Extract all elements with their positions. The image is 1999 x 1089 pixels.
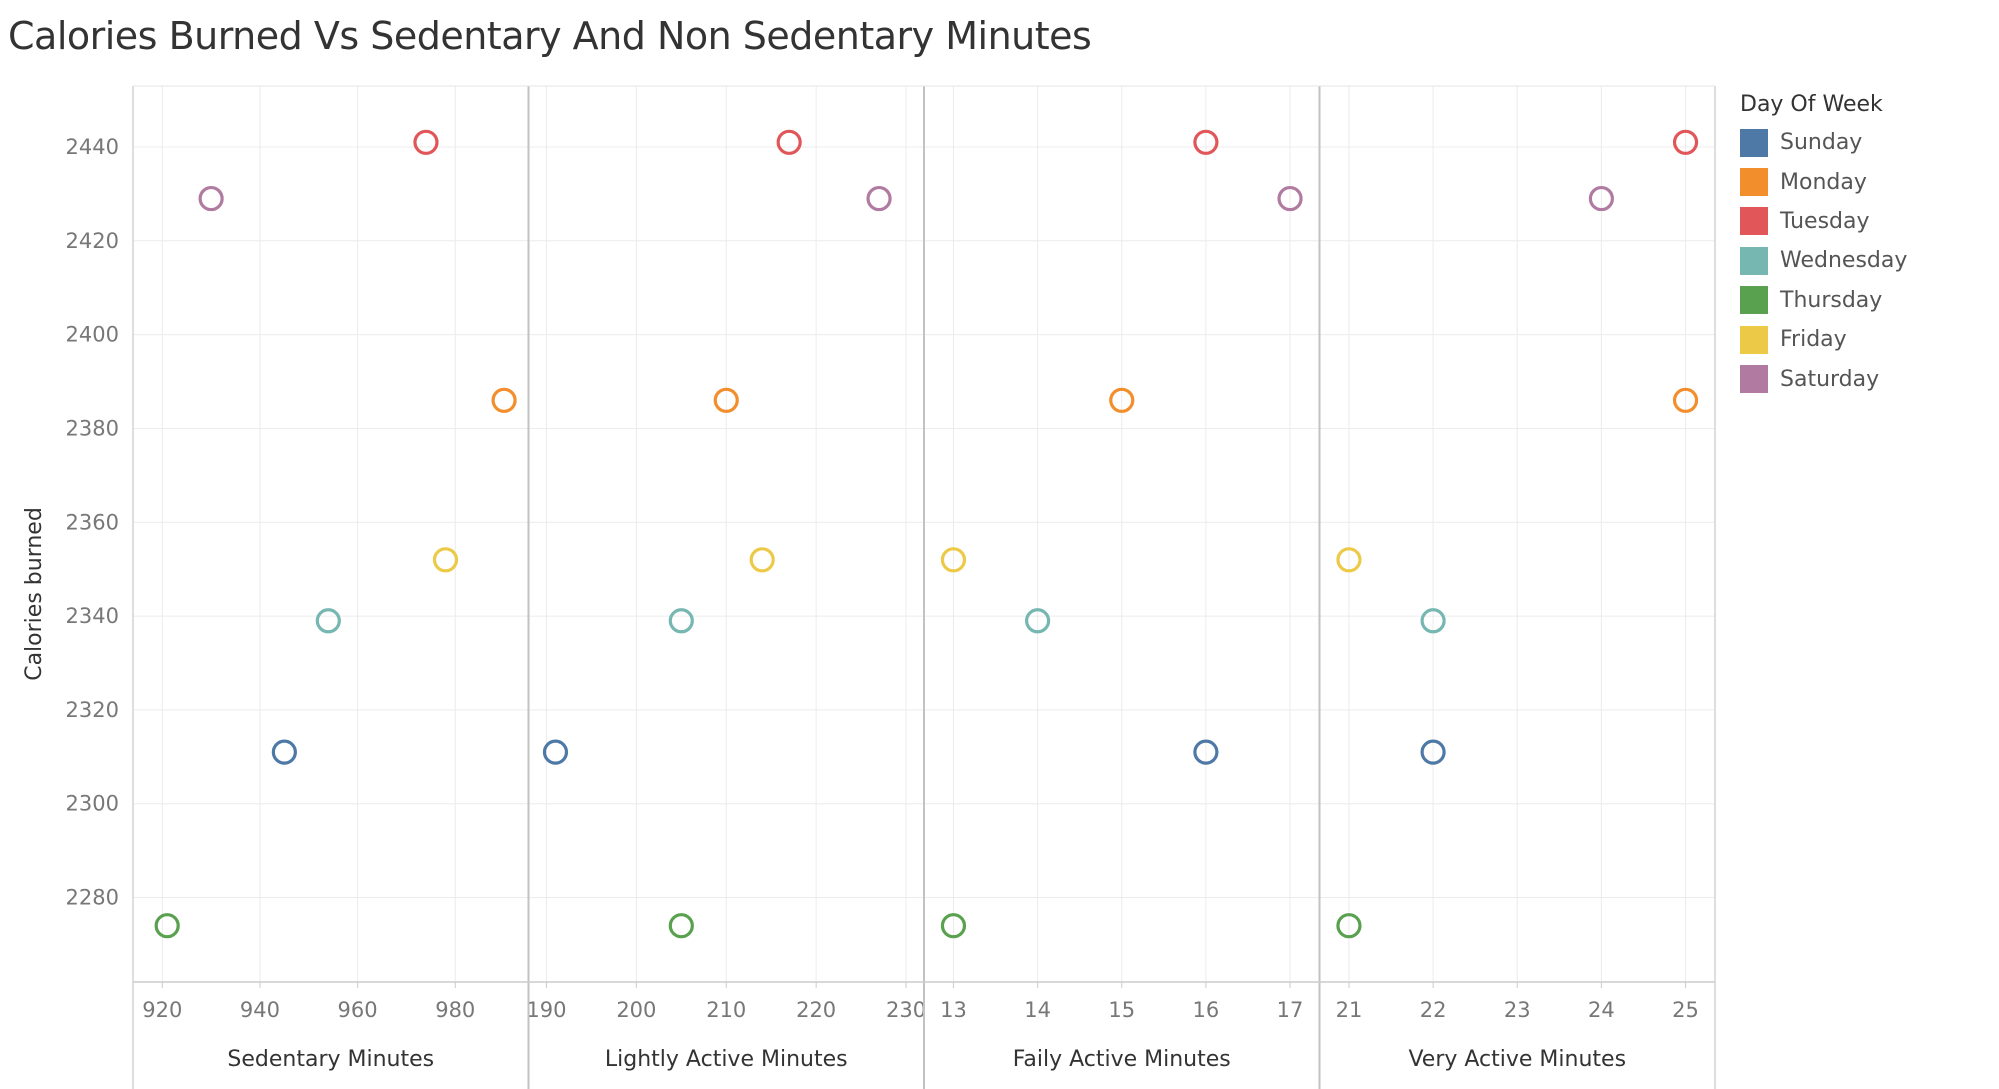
legend-swatch	[1740, 246, 1768, 275]
legend-swatch	[1740, 168, 1768, 197]
x-tick-label: 14	[1024, 998, 1051, 1022]
data-point-sunday[interactable]	[1193, 739, 1219, 765]
legend-swatch	[1740, 286, 1768, 315]
y-tick-label: 2380	[66, 416, 119, 440]
data-point-sunday[interactable]	[542, 739, 569, 765]
data-point-monday[interactable]	[713, 387, 739, 413]
data-point-tuesday[interactable]	[776, 129, 802, 155]
data-point-saturday[interactable]	[1277, 185, 1303, 212]
x-tick-label: 23	[1504, 998, 1531, 1022]
x-tick-label: 15	[1108, 998, 1135, 1022]
x-tick-label: 940	[240, 998, 280, 1022]
y-tick-label: 2400	[66, 323, 119, 347]
x-tick-label: 200	[616, 998, 656, 1022]
x-tick-label: 210	[706, 998, 746, 1022]
x-axis-title: Faily Active Minutes	[1013, 1047, 1231, 1072]
legend-label: Monday	[1780, 169, 1867, 195]
legend-label: Saturday	[1780, 366, 1880, 392]
x-axis-title: Very Active Minutes	[1408, 1047, 1626, 1072]
y-tick-label: 2360	[66, 510, 119, 534]
y-axis-title: Calories burned	[22, 507, 47, 681]
data-point-thursday[interactable]	[668, 913, 694, 939]
x-axis-title: Lightly Active Minutes	[605, 1047, 848, 1072]
y-tick-label: 2340	[66, 604, 119, 628]
legend-item-thursday[interactable]: Thursday	[1740, 281, 1907, 320]
data-point-sunday[interactable]	[271, 739, 297, 765]
data-point-tuesday[interactable]	[413, 129, 439, 155]
x-tick-label: 230	[886, 998, 926, 1022]
x-tick-label: 25	[1672, 998, 1699, 1022]
data-point-sunday[interactable]	[1420, 739, 1446, 765]
legend-label: Wednesday	[1780, 248, 1908, 274]
data-point-monday[interactable]	[1109, 387, 1135, 413]
data-point-friday[interactable]	[432, 547, 459, 573]
x-tick-label: 16	[1193, 998, 1220, 1022]
x-tick-label: 22	[1420, 998, 1447, 1022]
legend-swatch	[1740, 365, 1768, 394]
x-tick-label: 21	[1336, 998, 1363, 1022]
data-point-friday[interactable]	[1336, 547, 1362, 573]
data-point-monday[interactable]	[491, 387, 517, 413]
data-point-thursday[interactable]	[940, 913, 967, 939]
legend-label: Tuesday	[1780, 208, 1870, 234]
x-axis-title: Sedentary Minutes	[227, 1047, 434, 1072]
x-tick-label: 17	[1277, 998, 1304, 1022]
data-point-wednesday[interactable]	[668, 608, 694, 634]
legend-title: Day Of Week	[1740, 92, 1883, 117]
data-point-thursday[interactable]	[1336, 913, 1362, 939]
data-point-wednesday[interactable]	[1025, 608, 1051, 634]
y-tick-label: 2280	[66, 886, 119, 910]
legend-swatch	[1740, 325, 1768, 354]
data-point-wednesday[interactable]	[1420, 608, 1446, 634]
x-tick-label: 220	[796, 998, 836, 1022]
data-point-thursday[interactable]	[154, 913, 180, 939]
x-tick-label: 190	[526, 998, 566, 1022]
data-point-tuesday[interactable]	[1672, 129, 1699, 155]
data-point-saturday[interactable]	[866, 185, 892, 212]
y-tick-label: 2300	[66, 792, 119, 816]
data-point-tuesday[interactable]	[1193, 129, 1219, 155]
x-tick-label: 960	[338, 998, 378, 1022]
data-point-wednesday[interactable]	[315, 608, 341, 634]
data-point-friday[interactable]	[749, 547, 775, 573]
legend-item-tuesday[interactable]: Tuesday	[1740, 202, 1907, 241]
legend-item-wednesday[interactable]: Wednesday	[1740, 241, 1907, 280]
y-tick-label: 2440	[66, 135, 119, 159]
legend-swatch	[1740, 207, 1768, 236]
legend: Day Of Week Sunday Monday Tuesday Wednesday…	[1740, 92, 1907, 399]
x-tick-label: 920	[142, 998, 182, 1022]
x-tick-label: 980	[435, 998, 475, 1022]
legend-label: Thursday	[1780, 287, 1883, 313]
legend-item-sunday[interactable]: Sunday	[1740, 123, 1907, 162]
legend-item-saturday[interactable]: Saturday	[1740, 359, 1907, 398]
legend-label: Friday	[1780, 327, 1847, 353]
legend-label: Sunday	[1780, 130, 1863, 156]
legend-item-friday[interactable]: Friday	[1740, 320, 1907, 359]
y-tick-label: 2320	[66, 698, 119, 722]
legend-items: Sunday Monday Tuesday Wednesday Thursday Frid…	[1740, 123, 1907, 399]
legend-item-monday[interactable]: Monday	[1740, 162, 1907, 201]
legend-swatch	[1740, 128, 1768, 157]
x-tick-label: 24	[1588, 998, 1615, 1022]
scatter-chart: 2280 2300 2320 2340 2360 2380 2400 2420 2440 Calo…	[22, 85, 1716, 1089]
x-tick-label: 13	[940, 998, 967, 1022]
y-tick-label: 2420	[66, 229, 119, 253]
data-point-saturday[interactable]	[198, 185, 224, 212]
data-point-friday[interactable]	[940, 547, 967, 573]
data-point-monday[interactable]	[1672, 387, 1699, 413]
chart-title: Calories Burned Vs Sedentary And Non Sed…	[8, 14, 1092, 58]
data-point-saturday[interactable]	[1588, 185, 1614, 212]
